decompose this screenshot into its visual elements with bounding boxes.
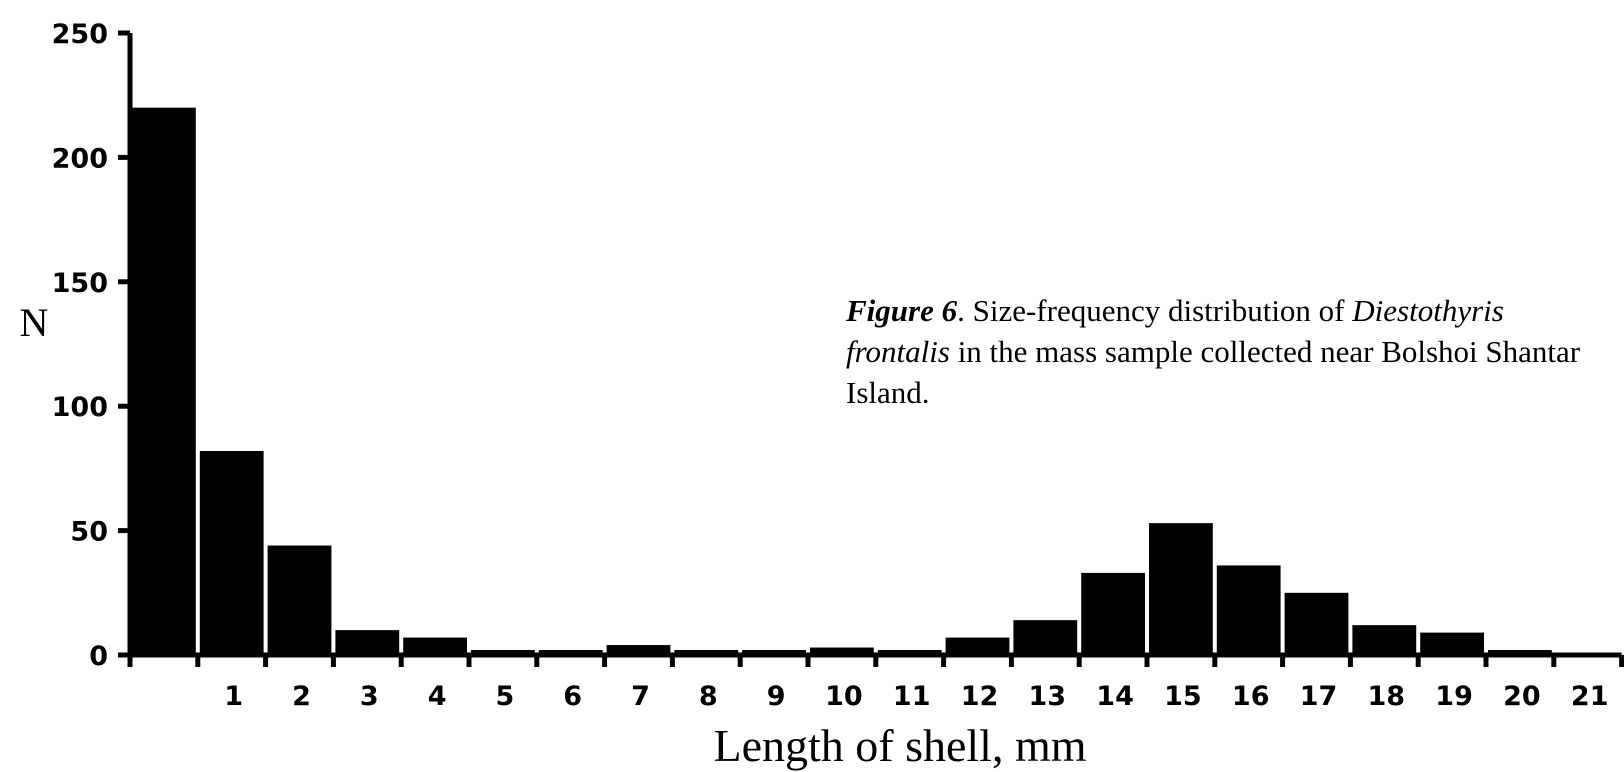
x-tick-label: 20: [1503, 681, 1541, 712]
x-axis-title: Length of shell, mm: [713, 720, 1086, 771]
x-tick-label: 7: [631, 681, 650, 712]
y-tick-label: 50: [70, 517, 108, 548]
bar: [606, 645, 671, 655]
x-tick-label: 21: [1571, 681, 1609, 712]
x-tick-label: 9: [767, 681, 786, 712]
axes-group: [120, 33, 1622, 665]
caption-text-2: in the mass sample collected near Bolsho…: [846, 334, 1581, 410]
bar: [403, 637, 467, 655]
bar: [1420, 632, 1484, 655]
x-tick-label: 6: [563, 681, 582, 712]
x-tick-label: 13: [1029, 681, 1067, 712]
bar: [267, 545, 332, 655]
bar: [1081, 572, 1145, 655]
x-tick-label: 1: [224, 681, 243, 712]
x-tick-label: 14: [1096, 681, 1134, 712]
y-tick-label: 100: [52, 392, 108, 423]
caption-text-1: . Size-frequency distribution of: [957, 293, 1353, 328]
x-tick-label: 2: [292, 681, 311, 712]
bar: [132, 107, 196, 655]
x-tick-label: 8: [699, 681, 718, 712]
x-tick-label: 11: [893, 681, 931, 712]
y-tick-label: 250: [52, 19, 108, 50]
figure-label: Figure 6: [846, 293, 958, 328]
x-tick-label: 3: [360, 681, 379, 712]
x-tick-label: 16: [1232, 681, 1270, 712]
y-tick-label: 200: [52, 143, 108, 174]
x-tick-label: 4: [428, 681, 447, 712]
bar: [335, 630, 400, 655]
x-tick-label: 19: [1435, 681, 1473, 712]
y-tick-label: 0: [89, 641, 108, 672]
y-tick-label: 150: [52, 268, 108, 299]
x-tick-label: 18: [1368, 681, 1406, 712]
bar: [810, 647, 874, 655]
bar: [945, 637, 1010, 655]
x-tick-label: 10: [825, 681, 863, 712]
x-tick-label: 15: [1164, 681, 1202, 712]
bar: [1216, 565, 1281, 655]
bar: [1013, 620, 1078, 655]
species-name: Diestothyris frontalis: [846, 293, 1504, 369]
y-axis-title: N: [20, 300, 49, 345]
bar: [1352, 625, 1417, 655]
figure-caption: Figure 6. Size-frequency distribution of…: [846, 290, 1606, 413]
x-tick-label: 17: [1300, 681, 1338, 712]
bar: [1149, 523, 1213, 655]
bar: [199, 450, 264, 655]
x-tick-label: 5: [496, 681, 515, 712]
x-tick-label: 12: [961, 681, 999, 712]
bar: [1284, 592, 1349, 655]
